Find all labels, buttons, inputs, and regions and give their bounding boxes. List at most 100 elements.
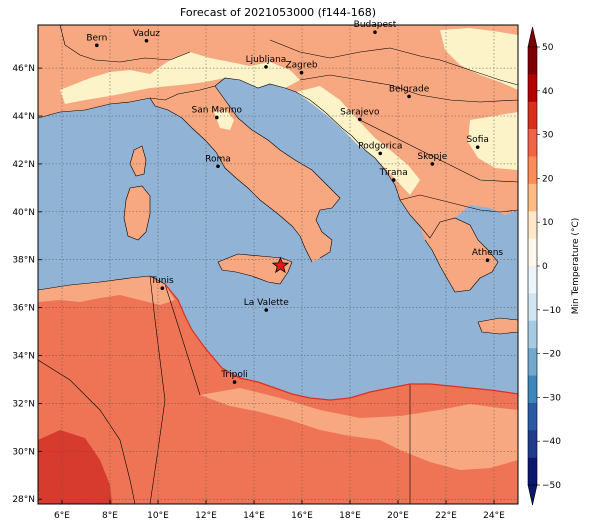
x-tick-label: 24°E [483,511,505,521]
colorbar-segment [528,348,537,376]
colorbar-tick-label: 50 [542,43,554,53]
land-balkan-cool [296,86,420,195]
y-tick-label: 30°N [12,447,35,457]
colorbar: 50 40 30 20 10 0 −10 −20 −30 −40 −50 Min Temperatur… [527,26,581,506]
city-dot [430,162,435,166]
city-dot [299,70,304,75]
land-sardinia [124,186,150,240]
city-label: Bern [86,33,107,43]
colorbar-segment [528,430,537,458]
city-label: Sofia [466,135,488,145]
map-frame [37,24,519,505]
land-italy [150,86,340,262]
colorbar-segment [528,74,537,103]
x-tick-label: 8°E [102,511,118,521]
colorbar-tick-label: 0 [542,262,548,272]
land-east-cool [468,112,518,170]
land-africa-cool [38,276,175,305]
y-tick-label: 42°N [12,160,35,170]
land-hot-sw [38,430,112,504]
city-label: Zagreb [285,61,317,71]
land-crete [478,318,518,334]
colorbar-segment [528,293,537,322]
city-dot [216,164,220,169]
y-tick-label: 38°N [12,256,35,266]
city-dot [232,380,237,384]
colorbar-tick-label: 20 [542,174,554,184]
colorbar-tick-label: −10 [542,306,561,316]
land-italy-cool [214,110,234,130]
city-dot [407,94,411,99]
colorbar-tick-label: −40 [542,437,561,447]
colorbar-segment [528,183,537,212]
colorbar-extend-bottom [527,484,538,506]
land-alps-cool [60,52,300,104]
city-label: Skopje [417,152,447,162]
y-axis-ticks: 46°N 44°N 42°N 40°N 38°N 36°N 34°N 32°N 30°N 28°N [12,64,42,505]
colorbar-tick-label: −50 [542,481,561,491]
city-label: Budapest [354,20,397,30]
y-tick-label: 34°N [12,352,35,362]
colorbar-segment [528,101,537,130]
city-label: Roma [205,154,231,164]
city-dot [358,117,362,122]
colorbar-segment [528,47,537,75]
land-ne-cool [440,28,518,90]
map-title: Forecast of 2021053000 (f144-168) [179,6,377,19]
colorbar-segment [528,129,537,157]
colorbar-segment [528,375,537,404]
colorbar-segment [528,402,537,431]
x-tick-label: 10°E [147,511,169,521]
colorbar-tick-label: −20 [542,350,561,360]
x-tick-label: 18°E [339,511,361,521]
country-borders [38,25,518,504]
x-tick-label: 6°E [54,511,70,521]
city-dot [160,286,165,291]
city-dot [95,43,99,48]
y-tick-label: 28°N [12,495,35,505]
colorbar-extend-top [527,26,538,48]
land-sicily [218,254,292,284]
y-tick-label: 44°N [12,112,35,122]
land-greece [420,218,498,292]
colorbar-segment [528,266,537,294]
colorbar-segment [528,238,537,267]
x-tick-label: 20°E [387,511,409,521]
africa-coast-line [164,283,518,401]
land-corsica [130,146,146,176]
y-tick-label: 40°N [12,208,35,218]
star-marker [271,256,290,274]
x-tick-label: 22°E [435,511,457,521]
city-label: Athens [472,248,503,258]
x-tick-label: 12°E [195,511,217,521]
colorbar-label: Min Temperature (°C) [571,218,581,315]
y-tick-label: 46°N [12,64,35,74]
city-label: Vaduz [133,29,160,39]
city-label: Belgrade [389,84,430,94]
city-label: San Marino [192,105,243,115]
city-label: Ljubljana [246,55,287,65]
city-dot [264,65,268,69]
colorbar-segment [528,320,537,349]
colorbar-tick-label: −30 [542,393,561,403]
colorbar-tick-label: 30 [542,131,554,141]
city-label: Tripoli [220,370,248,380]
colorbar-segment [528,211,537,239]
city-dot [373,30,377,34]
x-tick-label: 14°E [243,511,265,521]
y-tick-label: 36°N [12,304,35,314]
city-label: La Valette [244,298,289,308]
city-label: Sarajevo [340,107,380,117]
city-dot [378,151,383,156]
gridlines [38,25,518,504]
land-libya-coast [200,388,518,470]
city-dot [215,115,219,120]
colorbar-tick-label: 40 [542,87,554,97]
city-dot [391,178,396,182]
city-dot [485,258,490,262]
city-dot [144,39,149,43]
colorbar-segment [528,457,537,486]
colorbar-segment [528,156,537,185]
